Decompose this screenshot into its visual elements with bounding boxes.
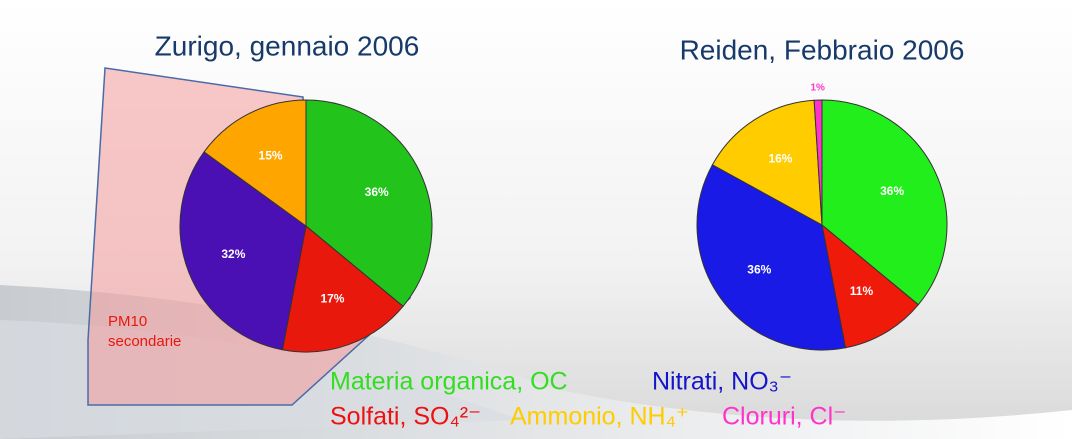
data-label: 1% [810, 83, 825, 94]
data-label: 11% [850, 284, 874, 298]
legend-entry: Nitrati, NO₃⁻ [652, 368, 792, 396]
legend-entry: Solfati, SO₄²⁻ [330, 403, 481, 431]
chart-title: Reiden, Febbraio 2006 [680, 34, 965, 65]
data-label: 15% [259, 149, 283, 163]
pie-slice [305, 99, 433, 308]
pie-slice [821, 223, 920, 349]
annotation: PM10 [108, 313, 147, 330]
data-label: 17% [320, 292, 344, 306]
legend-entry: Cloruri, Cl⁻ [722, 403, 846, 431]
pie-slice [179, 151, 307, 351]
pie-slice [711, 99, 823, 226]
chart-title: Zurigo, gennaio 2006 [155, 30, 420, 61]
pie-slice [203, 99, 307, 227]
pie-slice [821, 99, 948, 306]
legend-entry: Materia organica, OC [330, 368, 568, 396]
annotation: secondarie [108, 333, 181, 350]
data-label: 16% [768, 152, 792, 166]
data-label: 36% [880, 184, 904, 198]
pie-slice [281, 225, 404, 353]
data-label: 32% [221, 247, 245, 261]
data-label: 36% [747, 263, 771, 277]
pie-slice [696, 164, 847, 351]
legend-entry: Ammonio, NH₄⁺ [510, 403, 689, 431]
data-label: 36% [365, 185, 389, 199]
pie-slice [813, 99, 823, 226]
